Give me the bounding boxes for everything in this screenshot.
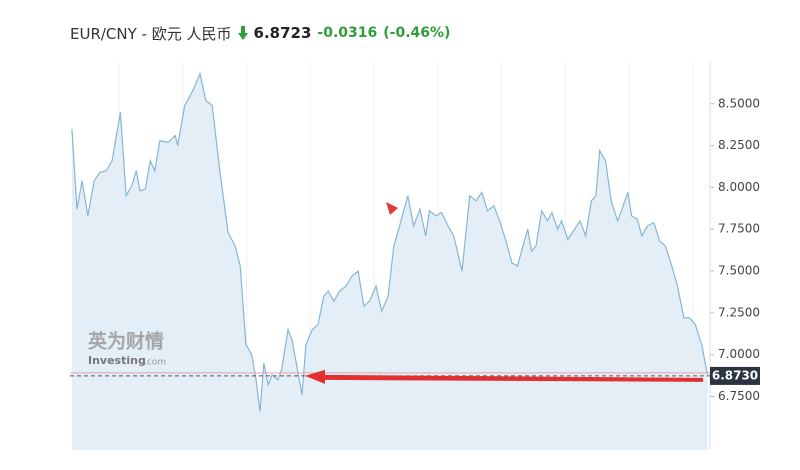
y-tick-label: 7.7500 [718, 222, 760, 236]
y-tick-label: 7.5000 [718, 264, 760, 278]
price: 6.8723 [253, 24, 312, 42]
y-tick-label: 7.0000 [718, 347, 760, 361]
y-tick-label: 8.2500 [718, 138, 760, 152]
down-arrow [237, 26, 248, 40]
header: EUR/CNY - 欧元 人民币 6.8723 -0.0316 (-0.46%) [70, 20, 450, 46]
area-fill [71, 73, 708, 450]
y-tick-label: 8.0000 [718, 180, 760, 194]
last-price-label: 6.8730 [712, 368, 758, 382]
y-tick-label: 6.7500 [718, 389, 760, 403]
watermark-cn: 英为财情 [88, 330, 164, 353]
annotation-triangle [386, 202, 398, 215]
y-tick-label: 7.2500 [718, 305, 760, 319]
change-percent: (-0.46%) [383, 25, 451, 41]
last-price-box [710, 366, 760, 385]
title: EUR/CNY - 欧元 人民币 [70, 24, 232, 43]
y-tick-label: 8.5000 [718, 96, 760, 110]
watermark-com: .com [144, 358, 166, 368]
change: -0.0316 [317, 25, 378, 41]
watermark-en: Investing [88, 354, 146, 367]
price-line [71, 71, 709, 412]
annotation-arrow [305, 369, 703, 384]
